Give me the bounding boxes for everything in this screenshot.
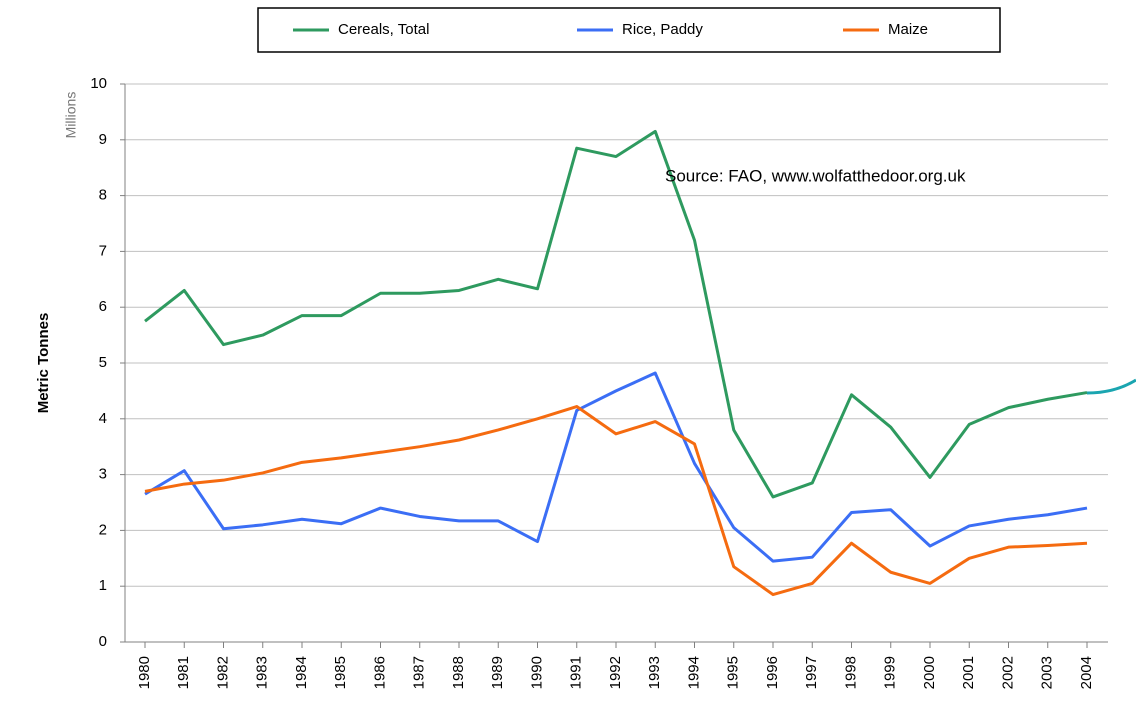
- y-tick-label: 9: [99, 131, 107, 148]
- legend: Cereals, Total Rice, Paddy Maize: [293, 21, 928, 38]
- x-tick-label: 1988: [450, 656, 467, 689]
- x-tick-label: 1982: [214, 656, 231, 689]
- x-tick-label: 1984: [293, 656, 310, 689]
- y-tick-label: 6: [99, 298, 107, 315]
- series-line: [144, 371, 1088, 563]
- x-tick-label: 1990: [528, 656, 545, 689]
- legend-label: Cereals, Total: [338, 21, 429, 38]
- x-tick-label: 1986: [371, 656, 388, 689]
- decoration: [1086, 378, 1136, 395]
- x-tick-label: 1983: [254, 656, 271, 689]
- y-axis-label: Metric Tonnes: [35, 313, 52, 414]
- x-tick-label: 1991: [568, 656, 585, 689]
- x-tick-label: 1994: [685, 656, 702, 689]
- y-tick-label: 7: [99, 242, 107, 259]
- y-tick-label: 10: [90, 75, 107, 92]
- y-tick-label: 2: [99, 521, 107, 538]
- legend-label: Rice, Paddy: [622, 21, 703, 38]
- y-tick-label: 8: [99, 187, 107, 204]
- x-tick-label: 2002: [999, 656, 1016, 689]
- x-tick-label: 1981: [175, 656, 192, 689]
- series-line: [144, 129, 1088, 499]
- y-tick-label: 0: [99, 633, 107, 650]
- legend-label: Maize: [888, 21, 928, 38]
- x-tick-label: 1993: [646, 656, 663, 689]
- x-tick-label: 1985: [332, 656, 349, 689]
- series-line: [144, 405, 1088, 597]
- x-tick-label: 2003: [1039, 656, 1056, 689]
- x-tick-label: 1997: [803, 656, 820, 689]
- x-tick-label: 1989: [489, 656, 506, 689]
- y-tick-label: 3: [99, 466, 107, 483]
- annotation: Source: FAO, www.wolfatthedoor.org.uk: [665, 166, 966, 185]
- x-tick-label: 1996: [764, 656, 781, 689]
- y-tick-label: 4: [99, 410, 107, 427]
- x-tick-label: 1998: [842, 656, 859, 689]
- x-tick-label: 2004: [1078, 656, 1095, 689]
- y-tick-label: 5: [99, 354, 107, 371]
- x-tick-label: 1980: [136, 656, 153, 689]
- x-tick-label: 2000: [921, 656, 938, 689]
- x-tick-label: 1987: [411, 656, 428, 689]
- x-tick-label: 1992: [607, 656, 624, 689]
- y-tick-label: 1: [99, 577, 107, 594]
- x-tick-label: 2001: [960, 656, 977, 689]
- x-tick-label: 1995: [725, 656, 742, 689]
- x-tick-label: 1999: [882, 656, 899, 689]
- y-unit: Millions: [63, 92, 79, 139]
